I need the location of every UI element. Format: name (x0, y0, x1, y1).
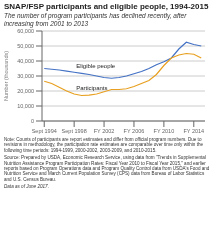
html-text:SNAP/FSP participants and elig: SNAP/FSP participants and eligible peopl… (4, 2, 209, 11)
svg-text:20,000: 20,000 (17, 88, 34, 94)
svg-text:Eligible people: Eligible people (76, 63, 116, 69)
svg-text:Sept 1998: Sept 1998 (62, 128, 87, 134)
svg-text:Participants: Participants (76, 85, 107, 91)
svg-text:Sept 1994: Sept 1994 (32, 128, 57, 134)
html-text:Data as of June 2017.: Data as of June 2017. (4, 184, 49, 190)
svg-text:FY 2014: FY 2014 (183, 128, 204, 134)
svg-text:60,000: 60,000 (17, 28, 34, 34)
html-text:Source: Prepared by USDA, Econ: Source: Prepared by USDA, Economic Resea… (4, 155, 210, 182)
svg-text:10,000: 10,000 (17, 103, 34, 109)
html-text:The number of program particip: The number of program participants has d… (4, 12, 187, 27)
svg-text:40,000: 40,000 (17, 58, 34, 64)
svg-text:50,000: 50,000 (17, 43, 34, 49)
svg-text:FY 2006: FY 2006 (124, 128, 145, 134)
svg-text:Number (thousands): Number (thousands) (8, 51, 9, 101)
svg-text:FY 2002: FY 2002 (94, 128, 115, 134)
svg-text:FY 2010: FY 2010 (154, 128, 175, 134)
svg-text:30,000: 30,000 (17, 73, 34, 79)
svg-text:0: 0 (31, 118, 34, 124)
html-text:Note: Counts of participants a: Note: Counts of participants are report … (4, 137, 204, 153)
